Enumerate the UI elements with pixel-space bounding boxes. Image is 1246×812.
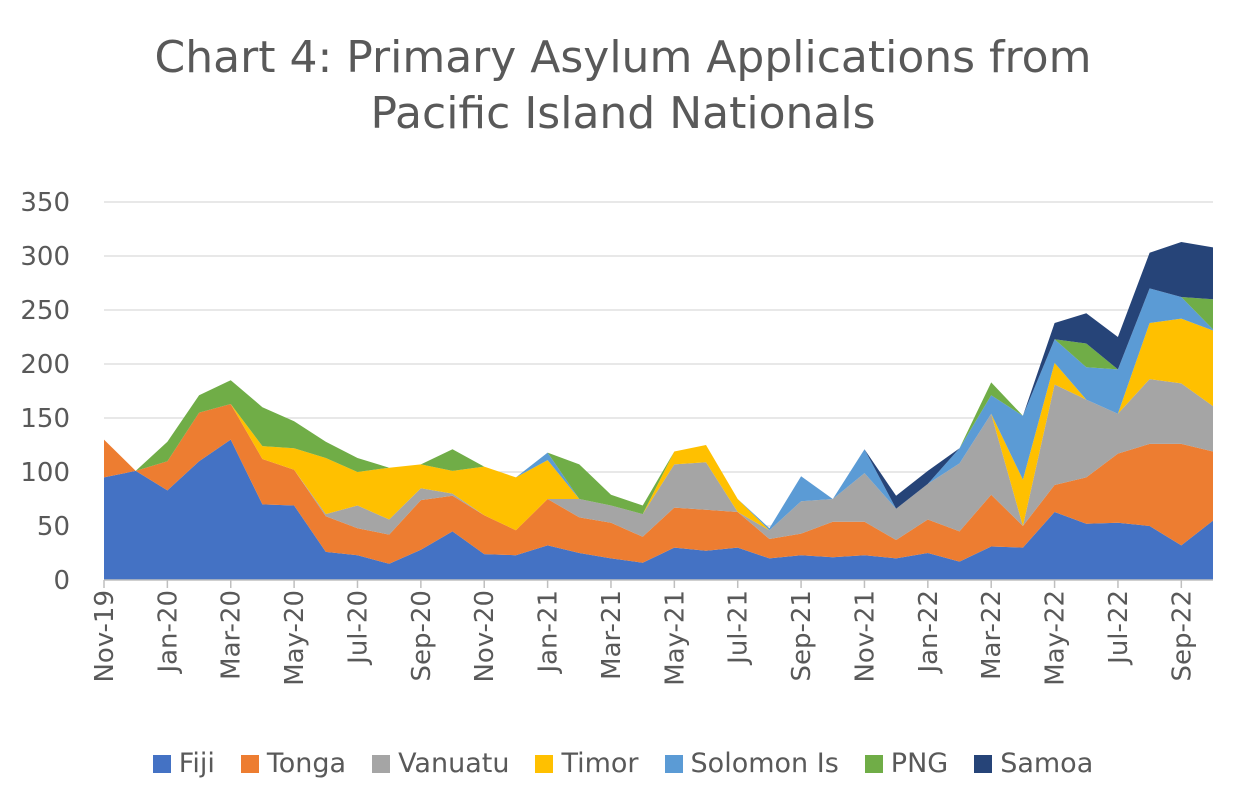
x-tick-label: Mar-20 [217,590,247,680]
x-tick-label: Jul-20 [343,590,373,666]
legend-item-solomon-is: Solomon Is [664,748,839,779]
legend-swatch [240,754,259,773]
series-area-vanuatu [104,379,1213,540]
series-areas [104,242,1213,580]
legend-item-samoa: Samoa [974,748,1093,779]
legend-label: PNG [890,748,949,779]
legend-swatch [664,754,683,773]
legend-label: Solomon Is [690,748,839,779]
legend-item-vanuatu: Vanuatu [372,748,509,779]
y-tick-label: 250 [20,296,70,326]
x-tick-label: Mar-21 [597,590,627,680]
y-tick-label: 350 [20,188,70,218]
y-tick-label: 300 [20,242,70,272]
legend-swatch [372,754,391,773]
x-tick-label: Jul-22 [1104,590,1134,666]
x-tick-label: Sep-21 [787,590,817,681]
x-tick-label: Nov-19 [90,590,120,683]
chart-title-line-2: Pacific Island Nationals [370,88,876,139]
x-tick-label: May-20 [280,590,310,686]
legend-label: Timor [561,748,639,779]
x-tick-label: Jan-20 [153,590,183,675]
legend-label: Samoa [1000,748,1094,779]
legend-item-png: PNG [864,748,949,779]
x-tick-label: Nov-20 [470,590,500,683]
x-tick-label: May-22 [1041,590,1071,686]
y-tick-label: 100 [20,458,70,488]
legend-label: Tonga [266,748,347,779]
series-area-solomon-is [104,288,1213,531]
legend-label: Fiji [178,748,215,779]
axes [103,579,1213,588]
x-tick-label: Nov-21 [850,590,880,683]
legend-swatch [974,754,993,773]
y-axis-tick-labels: 0 50 100 150 200 250 300 350 [20,188,70,596]
y-tick-label: 0 [53,566,70,596]
y-tick-label: 50 [37,512,70,542]
x-tick-label: Jan-21 [534,590,564,675]
x-axis-tick-labels: Nov-19 Jan-20 Mar-20 May-20 Jul-20 Sep-20 Nov-… [90,590,1197,686]
x-tick-label: Sep-22 [1167,590,1197,681]
x-tick-label: Jan-22 [914,590,944,675]
x-tick-label: Jul-21 [724,590,754,666]
y-tick-label: 200 [20,350,70,380]
chart-title: Chart 4: Primary Asylum Applications fro… [0,30,1246,142]
legend: Fiji Tonga Vanuatu Timor Solomon Is PNG Samoa [0,748,1246,779]
series-area-tonga [104,404,1213,564]
series-area-timor [104,318,1213,531]
series-area-png [104,288,1213,529]
legend-swatch [864,754,883,773]
x-tick-label: Sep-20 [407,590,437,681]
legend-item-tonga: Tonga [240,748,347,779]
y-tick-label: 150 [20,404,70,434]
legend-label: Vanuatu [398,748,510,779]
chart-title-line-1: Chart 4: Primary Asylum Applications fro… [154,32,1092,83]
legend-swatch [152,754,171,773]
x-tick-label: Mar-22 [977,590,1007,680]
legend-item-timor: Timor [535,748,639,779]
series-area-fiji [104,439,1213,580]
x-tick-label: May-21 [660,590,690,686]
legend-item-fiji: Fiji [152,748,215,779]
legend-swatch [535,754,554,773]
